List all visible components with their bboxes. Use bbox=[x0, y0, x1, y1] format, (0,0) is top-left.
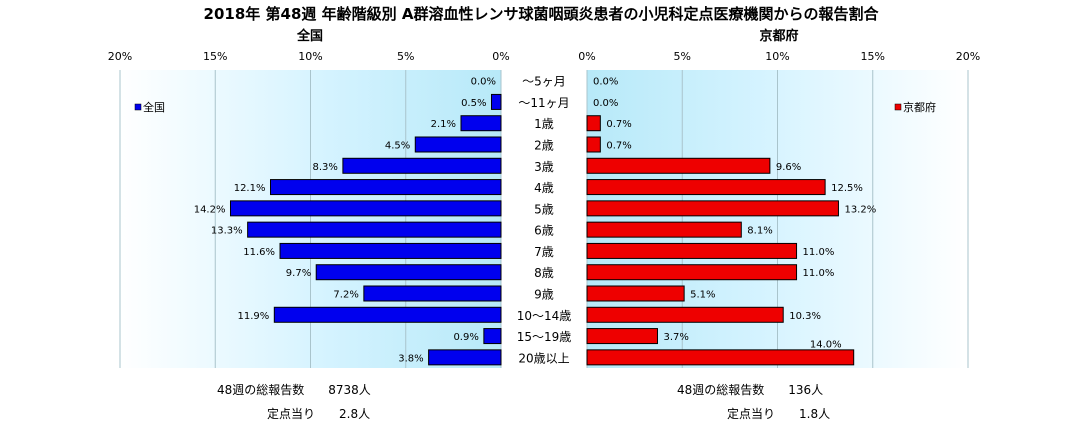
right-data-labels: 0.0% 0.0% 0.7% 0.7% 9.6% 12.5% 13.2% 8.1% 11.0% 1… bbox=[593, 77, 876, 351]
footer-right-total: 48週の総報告数 136人 bbox=[677, 382, 823, 397]
x-tick-label: 20% bbox=[108, 50, 132, 63]
data-label: 0.7% bbox=[606, 119, 631, 130]
right-bars bbox=[586, 115, 855, 366]
footer-left-per-site: 定点当り 2.8人 bbox=[267, 406, 370, 421]
data-label: 12.5% bbox=[831, 183, 863, 194]
data-label: 0.0% bbox=[471, 77, 496, 88]
legend-right-swatch bbox=[894, 103, 902, 111]
x-tick-label: 5% bbox=[674, 50, 691, 63]
category-label: ～5ヶ月 bbox=[522, 75, 566, 89]
x-tick-label: 5% bbox=[397, 50, 414, 63]
category-label: 6歳 bbox=[534, 224, 554, 238]
data-label: 0.5% bbox=[461, 98, 486, 109]
bar bbox=[586, 179, 826, 196]
data-label: 4.5% bbox=[385, 141, 410, 152]
data-label: 10.3% bbox=[789, 311, 821, 322]
x-tick-label: 10% bbox=[298, 50, 322, 63]
bar bbox=[586, 285, 685, 302]
x-tick-label: 0% bbox=[492, 50, 509, 63]
bar bbox=[279, 242, 502, 259]
category-label: 4歳 bbox=[534, 181, 554, 195]
x-tick-label: 0% bbox=[578, 50, 595, 63]
category-label: 20歳以上 bbox=[518, 351, 569, 365]
data-label: 11.0% bbox=[803, 268, 835, 279]
data-label: 12.1% bbox=[234, 183, 266, 194]
data-label: 0.0% bbox=[593, 98, 618, 109]
data-label: 14.0% bbox=[810, 339, 842, 350]
bar bbox=[490, 93, 502, 110]
category-label: ～11ヶ月 bbox=[518, 96, 569, 110]
data-label: 3.7% bbox=[663, 332, 688, 343]
x-tick-label: 15% bbox=[861, 50, 885, 63]
bar bbox=[586, 349, 855, 366]
data-label: 0.0% bbox=[593, 77, 618, 88]
bar bbox=[586, 200, 839, 217]
chart-title: 2018年 第48週 年齢階級別 A群溶血性レンサ球菌咽頭炎患者の小児科定点医療… bbox=[204, 5, 880, 23]
bar bbox=[483, 328, 502, 345]
bar bbox=[269, 179, 502, 196]
data-label: 2.1% bbox=[431, 119, 456, 130]
data-label: 8.1% bbox=[747, 226, 772, 237]
data-label: 8.3% bbox=[312, 162, 337, 173]
data-label: 5.1% bbox=[690, 290, 715, 301]
bar bbox=[586, 306, 784, 323]
x-tick-label: 20% bbox=[956, 50, 980, 63]
bar bbox=[586, 221, 742, 238]
data-label: 11.0% bbox=[803, 247, 835, 258]
bar bbox=[586, 264, 798, 281]
left-panel-title: 全国 bbox=[296, 28, 323, 44]
category-label: 2歳 bbox=[534, 139, 554, 153]
left-bars bbox=[229, 93, 502, 366]
category-label: 9歳 bbox=[534, 288, 554, 302]
data-label: 11.6% bbox=[243, 247, 275, 258]
category-label: 8歳 bbox=[534, 266, 554, 280]
bar bbox=[586, 328, 658, 345]
bar bbox=[428, 349, 502, 366]
data-label: 13.2% bbox=[844, 204, 876, 215]
bar bbox=[315, 264, 502, 281]
data-label: 7.2% bbox=[333, 290, 358, 301]
category-label: 5歳 bbox=[534, 202, 554, 216]
data-label: 14.2% bbox=[194, 204, 226, 215]
right-panel-title: 京都府 bbox=[759, 28, 798, 44]
footer-left-total: 48週の総報告数 8738人 bbox=[217, 382, 371, 397]
bar bbox=[460, 115, 502, 132]
left-data-labels: 0.0% 0.5% 2.1% 4.5% 8.3% 12.1% 14.2% 13.3%11.6%… bbox=[194, 77, 496, 365]
legend-right-label: 京都府 bbox=[903, 100, 936, 114]
bar bbox=[586, 157, 771, 174]
category-label: 1歳 bbox=[534, 117, 554, 131]
data-label: 9.7% bbox=[286, 268, 311, 279]
bar bbox=[586, 242, 798, 259]
bar bbox=[414, 136, 502, 153]
footer-right-per-site: 定点当り 1.8人 bbox=[727, 406, 830, 421]
data-label: 0.7% bbox=[606, 141, 631, 152]
bar bbox=[586, 115, 601, 132]
category-label: 3歳 bbox=[534, 160, 554, 174]
legend-right: 京都府 bbox=[894, 100, 936, 114]
data-label: 11.9% bbox=[238, 311, 270, 322]
category-label: 7歳 bbox=[534, 245, 554, 259]
bar bbox=[363, 285, 502, 302]
left-x-tick-labels: 20% 15% 10% 5% 0% bbox=[108, 50, 510, 63]
category-label: 15～19歳 bbox=[517, 330, 572, 344]
legend-left-label: 全国 bbox=[143, 100, 165, 114]
bar bbox=[273, 306, 502, 323]
data-label: 9.6% bbox=[776, 162, 801, 173]
data-label: 0.9% bbox=[453, 332, 478, 343]
legend-left: 全国 bbox=[134, 100, 165, 114]
legend-left-swatch bbox=[134, 103, 142, 111]
bar bbox=[586, 136, 601, 153]
x-tick-label: 15% bbox=[203, 50, 227, 63]
data-label: 13.3% bbox=[211, 226, 243, 237]
data-label: 3.8% bbox=[398, 353, 423, 364]
bar bbox=[342, 157, 502, 174]
right-x-tick-labels: 0% 5% 10% 15% 20% bbox=[578, 50, 980, 63]
bar bbox=[247, 221, 502, 238]
bar bbox=[229, 200, 502, 217]
category-label: 10～14歳 bbox=[517, 309, 572, 323]
x-tick-label: 10% bbox=[765, 50, 789, 63]
category-labels: ～5ヶ月 ～11ヶ月 1歳 2歳 3歳 4歳 5歳 6歳 7歳 8歳 9歳 10～14歳 15～19歳 2… bbox=[517, 75, 572, 366]
